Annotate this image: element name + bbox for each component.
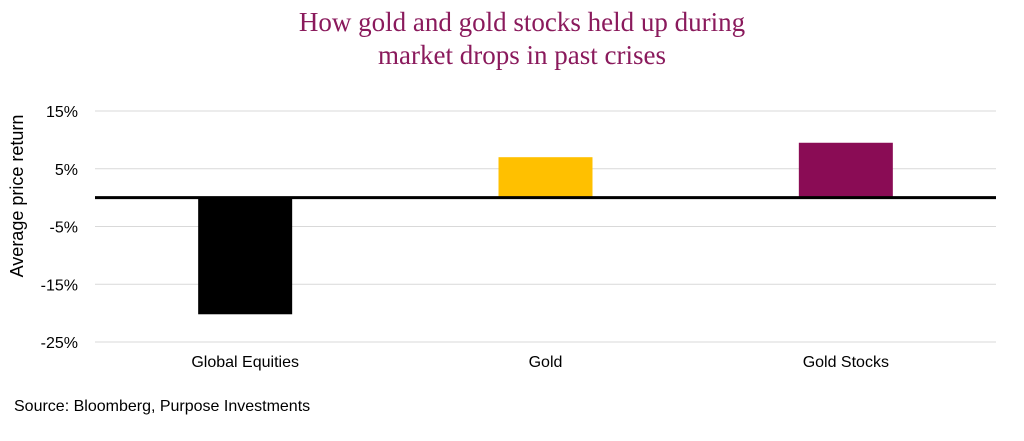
x-tick-label: Gold Stocks <box>803 354 889 371</box>
y-tick-label: -5% <box>50 220 78 237</box>
chart-title-line-1: How gold and gold stocks held up during <box>298 7 746 37</box>
y-tick-label: -25% <box>41 335 78 352</box>
x-tick-labels: Global Equities Gold Gold Stocks <box>191 354 889 371</box>
y-tick-label: 5% <box>55 162 78 179</box>
bar-global-equities <box>198 197 293 315</box>
bars <box>198 142 893 315</box>
y-axis-label: Average price return <box>7 115 27 278</box>
y-tick-label: -15% <box>41 277 78 294</box>
chart-title-line-2: market drops in past crises <box>378 40 666 70</box>
bar-gold <box>498 157 593 198</box>
y-tick-labels: 15% 5% -5% -15% -25% <box>41 104 78 352</box>
y-tick-label: 15% <box>46 104 78 121</box>
x-tick-label: Global Equities <box>191 354 299 371</box>
x-tick-label: Gold <box>529 354 563 371</box>
chart-title: How gold and gold stocks held up during … <box>0 6 1024 72</box>
source-note: Source: Bloomberg, Purpose Investments <box>14 398 311 415</box>
bar-gold-stocks <box>798 142 893 198</box>
